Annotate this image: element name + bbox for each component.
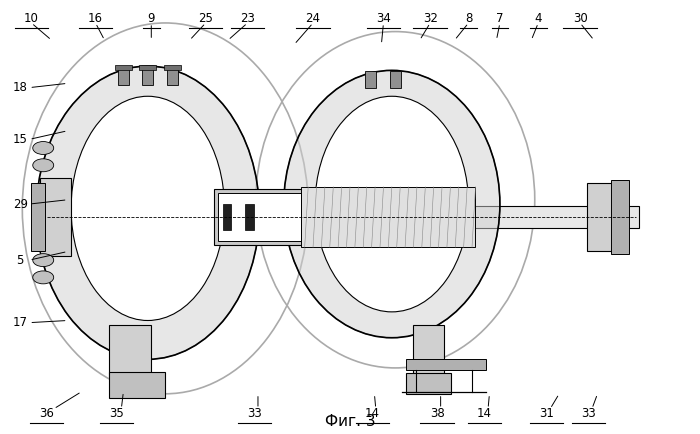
Text: 14: 14 <box>477 407 492 420</box>
Text: 36: 36 <box>39 407 54 420</box>
Text: 33: 33 <box>581 407 596 420</box>
Text: 4: 4 <box>535 12 542 25</box>
Circle shape <box>33 141 54 155</box>
FancyBboxPatch shape <box>587 183 615 251</box>
FancyBboxPatch shape <box>214 189 304 245</box>
Text: 32: 32 <box>423 12 438 25</box>
Text: 24: 24 <box>305 12 321 25</box>
Circle shape <box>33 253 54 266</box>
Text: 31: 31 <box>539 407 554 420</box>
Circle shape <box>33 159 54 172</box>
Text: 29: 29 <box>13 197 28 210</box>
FancyBboxPatch shape <box>246 204 254 230</box>
FancyBboxPatch shape <box>31 183 45 251</box>
FancyBboxPatch shape <box>223 204 232 230</box>
FancyBboxPatch shape <box>406 373 451 394</box>
Text: 25: 25 <box>198 12 213 25</box>
Text: 38: 38 <box>430 407 444 420</box>
Text: 30: 30 <box>573 12 587 25</box>
Text: 8: 8 <box>465 12 472 25</box>
Text: Фиг. 3: Фиг. 3 <box>325 414 375 429</box>
FancyBboxPatch shape <box>218 193 301 241</box>
FancyBboxPatch shape <box>301 187 475 247</box>
FancyBboxPatch shape <box>109 372 165 398</box>
Text: 23: 23 <box>240 12 255 25</box>
Text: 7: 7 <box>496 12 504 25</box>
Text: 5: 5 <box>17 253 24 266</box>
FancyBboxPatch shape <box>390 71 401 88</box>
FancyBboxPatch shape <box>142 68 153 85</box>
Text: 15: 15 <box>13 133 28 146</box>
Text: 17: 17 <box>13 316 28 329</box>
Text: 35: 35 <box>109 407 124 420</box>
Text: 18: 18 <box>13 81 28 94</box>
FancyBboxPatch shape <box>15 27 685 402</box>
FancyBboxPatch shape <box>109 325 151 377</box>
FancyBboxPatch shape <box>406 359 486 370</box>
FancyBboxPatch shape <box>118 68 129 85</box>
FancyBboxPatch shape <box>68 206 639 228</box>
FancyBboxPatch shape <box>139 65 156 70</box>
Ellipse shape <box>315 96 468 312</box>
Circle shape <box>33 271 54 284</box>
Text: 33: 33 <box>247 407 262 420</box>
Ellipse shape <box>284 70 500 338</box>
Ellipse shape <box>71 96 225 320</box>
Text: 34: 34 <box>376 12 391 25</box>
FancyBboxPatch shape <box>365 71 377 88</box>
FancyBboxPatch shape <box>115 65 132 70</box>
FancyBboxPatch shape <box>164 65 181 70</box>
Text: 16: 16 <box>88 12 103 25</box>
Text: 9: 9 <box>148 12 155 25</box>
FancyBboxPatch shape <box>167 68 178 85</box>
Ellipse shape <box>36 66 260 359</box>
FancyBboxPatch shape <box>612 181 629 253</box>
FancyBboxPatch shape <box>40 178 71 256</box>
Text: 10: 10 <box>24 12 38 25</box>
Text: 14: 14 <box>365 407 380 420</box>
FancyBboxPatch shape <box>413 325 444 377</box>
